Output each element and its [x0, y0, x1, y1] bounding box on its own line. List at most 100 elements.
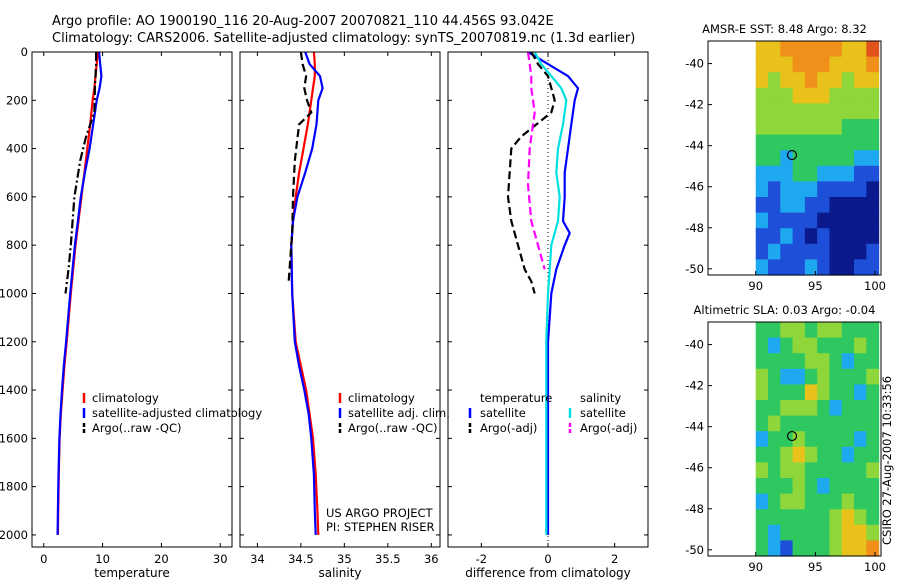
sst-map-cell [829, 119, 843, 136]
sla-map-cell [792, 462, 806, 479]
sst-map-cell [780, 212, 794, 229]
sla-map-cell [829, 524, 843, 541]
salinity-xtick-label: 34.5 [288, 552, 314, 566]
sst-map-cell [841, 87, 855, 104]
sst-map-cell [792, 243, 806, 260]
sst-map-cell [817, 87, 831, 104]
sst-map-cell [780, 150, 794, 167]
sst-map-cell [854, 119, 867, 136]
sla-map-cell [768, 509, 781, 526]
sst-map-cell [804, 41, 818, 58]
sla-map-cell [866, 368, 880, 385]
sst-map-cell [768, 119, 781, 136]
sst-map-cell [841, 181, 855, 198]
sla-map-cell [854, 540, 867, 557]
sst-map-cell [866, 119, 880, 136]
sst-map-cell [792, 228, 806, 245]
sst-map-cell [780, 165, 794, 182]
sst-map-cell [829, 41, 843, 58]
sla-map-cell [866, 322, 880, 339]
sla-map-cell [841, 524, 855, 541]
sst-map-cell [829, 87, 843, 104]
sst-map-cell [866, 72, 880, 89]
sla-map-cell [755, 509, 769, 526]
sst-map-cell [780, 56, 794, 73]
sst-map-cell [768, 212, 781, 229]
sla-map-cell [768, 337, 781, 354]
depth-tick-label: 1600 [0, 431, 28, 445]
sst-map-cell [817, 134, 831, 151]
sst-map-cell [829, 197, 843, 214]
sst-map-cell [829, 259, 843, 276]
sst-map-cell [755, 228, 769, 245]
temperature-legend-label: Argo(..raw -QC) [92, 421, 182, 435]
sla-map-cell [854, 400, 867, 417]
figure-title-line1: Argo profile: AO 1900190_116 20-Aug-2007… [52, 14, 554, 29]
sla-map-title: Altimetric SLA: 0.03 Argo: -0.04 [694, 303, 876, 317]
sst-map-cell [804, 87, 818, 104]
temperature-panel: 0 10 20 30 0 200 400 600 800 1000 1200 1400 1600 1800… [0, 45, 262, 580]
sst-map-cell [792, 87, 806, 104]
sla-map-cell [817, 493, 831, 510]
sst-map-ytick-label: -42 [685, 98, 704, 112]
difference-legend-heading: salinity [580, 391, 621, 405]
sst-map-cell [841, 134, 855, 151]
sst-map-cell [829, 103, 843, 120]
sla-map-cell [780, 415, 794, 432]
sst-map-cell [829, 72, 843, 89]
sla-map-cell [817, 368, 831, 385]
sla-map-cell [854, 384, 867, 401]
sla-map-cell [866, 353, 880, 370]
temperature-xtick-label: 0 [40, 552, 47, 566]
sla-map-cell [768, 431, 781, 448]
sla-map-cell [829, 446, 843, 463]
temperature-series-climatology [56, 52, 99, 535]
sst-map-cell [866, 228, 880, 245]
sla-map-cell [817, 384, 831, 401]
sst-map-argo-marker [786, 149, 798, 161]
salinity-frame [239, 51, 441, 548]
sst-map-cell [866, 41, 880, 58]
sst-map-cell [768, 72, 781, 89]
sst-map-cell [768, 150, 781, 167]
depth-tick-label: 400 [6, 142, 28, 156]
sst-map-cell [755, 41, 769, 58]
sla-map-cell [866, 400, 880, 417]
sst-map-panel: 90 95 100 -40 -42 -44 -46 -48 -50 AMSR-E SST: 8.4… [685, 22, 886, 293]
sst-map-cell [866, 243, 880, 260]
sla-map-cell [780, 478, 794, 495]
sla-map-cell [817, 400, 831, 417]
sst-map-cell [768, 197, 781, 214]
sla-map-cell [804, 509, 818, 526]
difference-series-temperature-satellite [527, 52, 580, 535]
sla-map-cell [829, 400, 843, 417]
sla-map-frame [707, 321, 882, 557]
depth-tick-label: 0 [21, 45, 28, 59]
sla-map-cell [804, 462, 818, 479]
sla-map-cell [866, 337, 880, 354]
sst-map-cell [792, 259, 806, 276]
sst-map-cell [841, 259, 855, 276]
sst-map-xtick-label: 100 [864, 279, 886, 293]
temperature-series-argo-raw-qc- [64, 52, 98, 294]
salinity-legend-label: climatology [348, 391, 415, 405]
sst-map-cell [804, 197, 818, 214]
sla-map-cell [804, 493, 818, 510]
sla-map-cell [792, 384, 806, 401]
sst-map-cell [792, 150, 806, 167]
sla-map-cell [780, 353, 794, 370]
sst-map-cell [792, 197, 806, 214]
sla-map-cell [817, 353, 831, 370]
depth-tick-label: 1400 [0, 383, 28, 397]
difference-xtick-label: -2 [476, 552, 487, 566]
sst-map-cell [768, 103, 781, 120]
sst-map-cell [817, 56, 831, 73]
salinity-series-climatology [290, 52, 320, 535]
sst-map-cell [841, 103, 855, 120]
difference-series-salinity-argo-adj- [526, 52, 546, 270]
sla-map-cell [780, 431, 794, 448]
sst-map-cell [854, 103, 867, 120]
sst-map-xtick-label: 95 [808, 279, 823, 293]
sla-map-cell [817, 431, 831, 448]
sla-map-cell [755, 400, 769, 417]
